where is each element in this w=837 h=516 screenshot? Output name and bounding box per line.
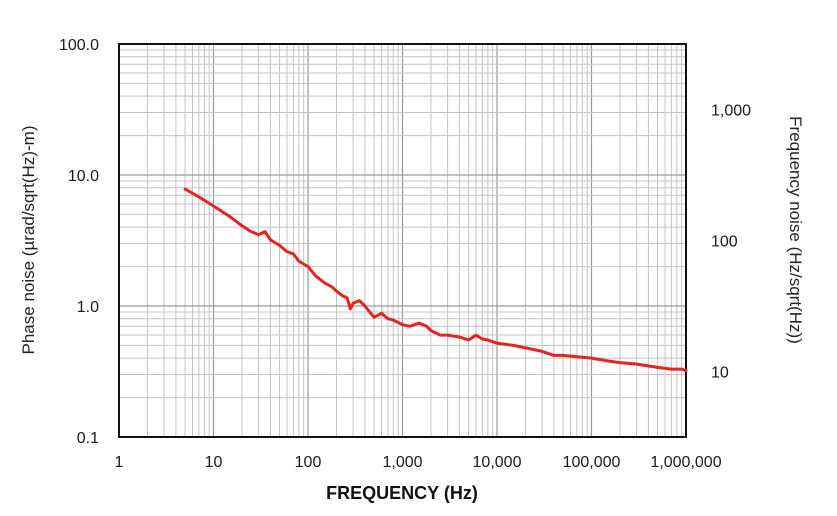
series-line-1	[183, 187, 688, 373]
y2-tick-labels: 10 100 1,000	[711, 102, 751, 381]
y2-tick-label: 100	[711, 233, 738, 250]
x-tick-label: 1,000	[382, 454, 422, 471]
x-tick-label: 10,000	[473, 454, 522, 471]
x-tick-labels: 1 10 100 1,000 10,000 100,000 1,000,000	[115, 454, 722, 471]
y2-axis-title: Frequency noise (Hz/sqrt(Hz))	[786, 116, 805, 344]
y-axis-title: Phase noise (µrad/sqrt(Hz)-m)	[19, 126, 38, 355]
x-tick-label: 1,000,000	[650, 454, 721, 471]
series-layer	[183, 187, 688, 373]
y-tick-label: 100.0	[59, 37, 99, 54]
y2-tick-label: 1,000	[711, 102, 751, 119]
x-tick-label: 10	[205, 454, 223, 471]
x-tick-label: 1	[115, 454, 124, 471]
y-tick-label: 1.0	[77, 299, 99, 316]
y2-tick-label: 10	[711, 364, 729, 381]
plot-grid	[119, 44, 686, 437]
x-tick-label: 100,000	[563, 454, 621, 471]
x-axis-title: FREQUENCY (Hz)	[326, 483, 478, 503]
y-tick-label: 10.0	[68, 168, 99, 185]
plot-frame	[118, 43, 687, 438]
y-tick-labels: 0.1 1.0 10.0 100.0	[59, 37, 99, 447]
x-tick-label: 100	[295, 454, 322, 471]
y-tick-label: 0.1	[77, 430, 99, 447]
